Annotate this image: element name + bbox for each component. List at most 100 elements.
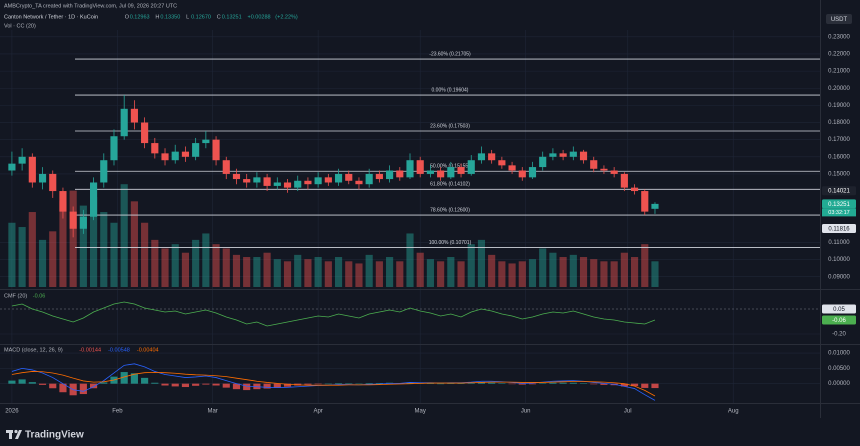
price-label-text-box xyxy=(822,186,856,196)
ohlc-value: 0.13350 xyxy=(160,14,180,20)
volume-bar xyxy=(630,257,639,287)
candle-body xyxy=(590,160,598,169)
candle-body xyxy=(579,151,588,161)
macd-histogram-bar xyxy=(641,383,649,388)
macd-histogram-bar xyxy=(192,383,200,386)
indicator-line xyxy=(11,301,656,327)
candle-body xyxy=(467,160,475,174)
volume-bar xyxy=(406,233,414,287)
macd-histogram-bar xyxy=(8,380,16,384)
fib-level-label: 100.00% (0.10701) xyxy=(429,240,472,246)
macd-histogram-bar xyxy=(437,383,445,385)
candle-body xyxy=(334,173,343,183)
candle-body xyxy=(222,160,230,174)
macd-histogram-bar xyxy=(426,383,434,384)
indicator-value-tag: -0.06 xyxy=(822,315,856,325)
indicator-value: -0.00144 xyxy=(79,347,101,353)
ohlc-value: 0.12963 xyxy=(130,14,150,20)
volume-bar xyxy=(181,252,190,287)
volume-bar xyxy=(314,257,322,287)
volume-bar xyxy=(528,259,537,287)
macd-histogram-bar xyxy=(406,382,414,384)
price-label-text: 0.13251 xyxy=(828,202,850,208)
fib-level-label: 50.00% (0.15155) xyxy=(430,164,470,170)
candle-body xyxy=(426,170,434,174)
macd-histogram-bar xyxy=(365,383,373,384)
volume-legend: Vol · CC (20) xyxy=(4,23,36,29)
price-label-text: 0.11816 xyxy=(828,226,850,232)
candle-body xyxy=(620,173,628,188)
footer xyxy=(0,419,860,446)
y-tick-label: 0.00000 xyxy=(828,381,850,387)
candle-body xyxy=(375,173,383,180)
y-tick-label: 0.10000 xyxy=(828,257,850,263)
y-tick-label: 0.01000 xyxy=(828,351,850,357)
volume-bar xyxy=(437,261,445,287)
x-tick-label: Feb xyxy=(112,409,123,415)
volume-bar xyxy=(49,231,57,287)
y-tick-label: 0.17000 xyxy=(828,137,850,143)
volume-bar xyxy=(59,201,67,287)
candle-body xyxy=(539,156,547,168)
y-tick-label: 0.23000 xyxy=(828,34,850,40)
candle-body xyxy=(273,182,281,186)
macd-histogram-bar xyxy=(59,383,67,393)
volume-bar xyxy=(355,263,363,287)
y-tick-label: 0.18000 xyxy=(828,120,850,126)
x-tick-label: Jul xyxy=(624,409,632,415)
macd-histogram-bar xyxy=(232,383,241,390)
macd-histogram-bar xyxy=(620,383,628,387)
candle-body xyxy=(651,203,659,209)
candle-body xyxy=(355,180,363,185)
indicator-value: -0.00404 xyxy=(137,347,159,353)
volume-bar xyxy=(569,254,577,287)
candle-body xyxy=(202,139,210,144)
macd-histogram-bar xyxy=(89,383,98,389)
macd-histogram-bar xyxy=(334,383,343,384)
indicator-name: MACD (close, 12, 26, 9) xyxy=(4,347,63,353)
volume-bar xyxy=(161,248,169,287)
volume-bar xyxy=(79,205,87,287)
ohlc-name: H xyxy=(155,14,159,20)
candle-body xyxy=(49,173,57,192)
macd-histogram-bar xyxy=(539,383,547,384)
macd-histogram-bar xyxy=(477,382,486,384)
candle-body xyxy=(100,160,108,183)
candle-body xyxy=(283,182,292,188)
volume-bar xyxy=(518,261,526,287)
volume-bar xyxy=(457,261,465,287)
symbol: Canton Network / Tether · 1D · KuCoin xyxy=(4,14,98,20)
candle-body xyxy=(610,170,618,174)
candle-body xyxy=(600,168,608,171)
volume-bar xyxy=(498,261,506,287)
macd-histogram-bar xyxy=(600,383,608,385)
volume-bar xyxy=(620,252,628,287)
candle-body xyxy=(253,177,261,183)
macd-histogram-bar xyxy=(559,382,567,384)
volume-bar xyxy=(171,244,179,287)
ohlc-name: C xyxy=(217,14,221,20)
macd-histogram-bar xyxy=(324,383,332,385)
candle-body xyxy=(69,211,77,229)
indicator-value-tag-text-box xyxy=(822,315,856,325)
volume-bar xyxy=(202,233,210,287)
macd-histogram-bar xyxy=(467,383,475,384)
indicator-value: -0.06 xyxy=(33,293,46,299)
x-tick-label: Mar xyxy=(207,409,217,415)
macd-histogram-bar xyxy=(79,383,87,395)
macd-histogram-bar xyxy=(345,383,353,384)
candle-body xyxy=(559,153,567,157)
volume-bar xyxy=(651,261,659,287)
macd-histogram-bar xyxy=(488,382,496,384)
macd-histogram-bar xyxy=(590,383,598,385)
brand-logo xyxy=(6,429,22,439)
macd-histogram-bar xyxy=(630,383,639,387)
volume-bar xyxy=(416,252,424,287)
volume-bar xyxy=(232,254,241,287)
macd-histogram-bar xyxy=(120,372,128,384)
candle-body xyxy=(130,108,138,123)
volume-bar xyxy=(477,239,486,287)
candle-body xyxy=(498,160,506,166)
candle-body xyxy=(192,143,200,157)
ohlc-name: O xyxy=(125,14,130,20)
